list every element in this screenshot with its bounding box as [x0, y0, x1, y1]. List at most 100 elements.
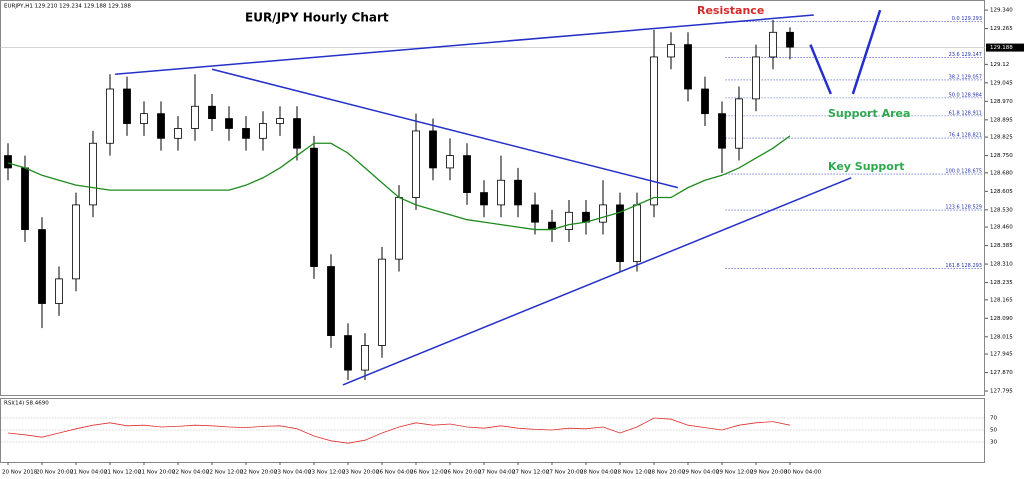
- candle-body: [429, 130, 437, 169]
- x-tick-label: 20 Nov 2018: [2, 470, 38, 476]
- y-tick-label: 127.870: [990, 370, 1013, 376]
- x-tick-label: 20 Nov 20:00: [36, 470, 74, 476]
- x-tick-label: 29 Nov 12:00: [716, 470, 754, 476]
- price-panel: [0, 0, 985, 396]
- candle-body: [259, 123, 267, 139]
- candle-body: [769, 31, 777, 58]
- x-tick-label: 30 Nov 04:00: [784, 470, 822, 476]
- x-tick-label: 22 Nov 20:00: [240, 470, 278, 476]
- candle-body: [123, 88, 131, 124]
- trendline: [851, 9, 882, 95]
- trendline: [809, 44, 832, 95]
- x-tick-label: 21 Nov 20:00: [138, 470, 176, 476]
- candle-body: [276, 118, 284, 124]
- candle-body: [735, 98, 743, 149]
- fib-label: 23.6 129.147: [949, 52, 982, 58]
- trendline: [115, 14, 814, 75]
- candle-body: [752, 56, 760, 100]
- annotation: Key Support: [828, 160, 905, 173]
- candle-body: [21, 167, 29, 230]
- fib-label: 123.6 128.529: [945, 205, 982, 211]
- x-tick-label: 27 Nov 20:00: [546, 470, 584, 476]
- candle-body: [106, 88, 114, 144]
- rsi-tick-label: 70: [990, 416, 997, 422]
- y-tick-label: 128.015: [990, 334, 1013, 340]
- annotation: Support Area: [828, 107, 910, 120]
- candle-body: [327, 266, 335, 336]
- candle-body: [684, 44, 692, 90]
- moving-average: [7, 135, 791, 231]
- candle-body: [582, 211, 590, 223]
- y-tick-label: 128.680: [990, 170, 1013, 176]
- x-tick-label: 21 Nov 12:00: [104, 470, 142, 476]
- y-tick-label: 128.090: [990, 316, 1013, 322]
- y-tick-label: 128.165: [990, 297, 1013, 303]
- candle-body: [446, 155, 454, 169]
- candle-body: [4, 155, 12, 169]
- fib-label: 76.4 128.821: [949, 133, 982, 139]
- candle-body: [55, 278, 63, 304]
- x-tick-label: 26 Nov 12:00: [410, 470, 448, 476]
- candle-body: [701, 88, 709, 115]
- fib-label: 38.2 129.057: [949, 74, 982, 80]
- fib-label: 161.8 128.293: [945, 263, 982, 269]
- candle-body: [72, 204, 80, 280]
- x-tick-label: 26 Nov 20:00: [444, 470, 482, 476]
- x-tick-label: 28 Nov 12:00: [614, 470, 652, 476]
- candle-body: [344, 335, 352, 371]
- candle-body: [378, 258, 386, 346]
- candle-body: [463, 155, 471, 193]
- candle-body: [140, 113, 148, 124]
- candle-body: [667, 44, 675, 58]
- candle-body: [718, 113, 726, 149]
- x-tick-label: 26 Nov 04:00: [376, 470, 414, 476]
- candle-body: [310, 147, 318, 267]
- rsi-label: RSI(14) 58.4690: [4, 401, 49, 407]
- candle-body: [616, 204, 624, 263]
- candle-body: [157, 113, 165, 139]
- y-tick-label: 128.310: [990, 262, 1013, 268]
- candle-body: [565, 211, 573, 230]
- rsi-panel: [0, 398, 985, 463]
- symbol-info: EURJPY,H1 129.210 129.234 129.188 129.18…: [4, 4, 131, 10]
- y-tick-label: 128.825: [990, 135, 1013, 141]
- candle-body: [514, 179, 522, 206]
- y-tick-label: 128.605: [990, 189, 1013, 195]
- x-tick-label: 23 Nov 04:00: [274, 470, 312, 476]
- candle-body: [786, 31, 794, 48]
- candle-body: [633, 204, 641, 263]
- fib-label: 50.0 128.984: [949, 92, 982, 98]
- y-tick-label: 129.12: [990, 62, 1009, 68]
- y-tick-label: 129.265: [990, 26, 1013, 32]
- trendline: [211, 68, 678, 189]
- x-tick-label: 21 Nov 04:00: [70, 470, 108, 476]
- candle-body: [480, 192, 488, 206]
- y-tick-label: 128.750: [990, 153, 1013, 159]
- candle-body: [208, 105, 216, 119]
- rsi-tick-label: 30: [990, 440, 997, 446]
- candle-body: [650, 56, 658, 206]
- candle-body: [293, 118, 301, 149]
- rsi-line: [7, 417, 791, 444]
- y-tick-label: 128.970: [990, 99, 1013, 105]
- y-tick-label: 129.340: [990, 8, 1013, 14]
- trendline: [342, 177, 852, 386]
- chart-title: EUR/JPY Hourly Chart: [245, 11, 389, 25]
- candle-body: [38, 229, 46, 304]
- candle-body: [191, 105, 199, 129]
- candle-body: [225, 118, 233, 129]
- y-tick-label: 127.795: [990, 389, 1013, 395]
- x-tick-label: 22 Nov 04:00: [172, 470, 210, 476]
- candle-body: [174, 128, 182, 139]
- y-tick-label: 128.235: [990, 280, 1013, 286]
- current-price-label: 129.188: [990, 45, 1013, 51]
- x-tick-label: 23 Nov 12:00: [308, 470, 346, 476]
- x-tick-label: 28 Nov 20:00: [648, 470, 686, 476]
- candle-body: [599, 204, 607, 223]
- candle-body: [531, 204, 539, 223]
- y-tick-label: 128.460: [990, 225, 1013, 231]
- fib-label: 0.0 129.293: [952, 16, 982, 22]
- x-tick-label: 29 Nov 20:00: [750, 470, 788, 476]
- fib-label: 61.8 128.911: [949, 110, 982, 116]
